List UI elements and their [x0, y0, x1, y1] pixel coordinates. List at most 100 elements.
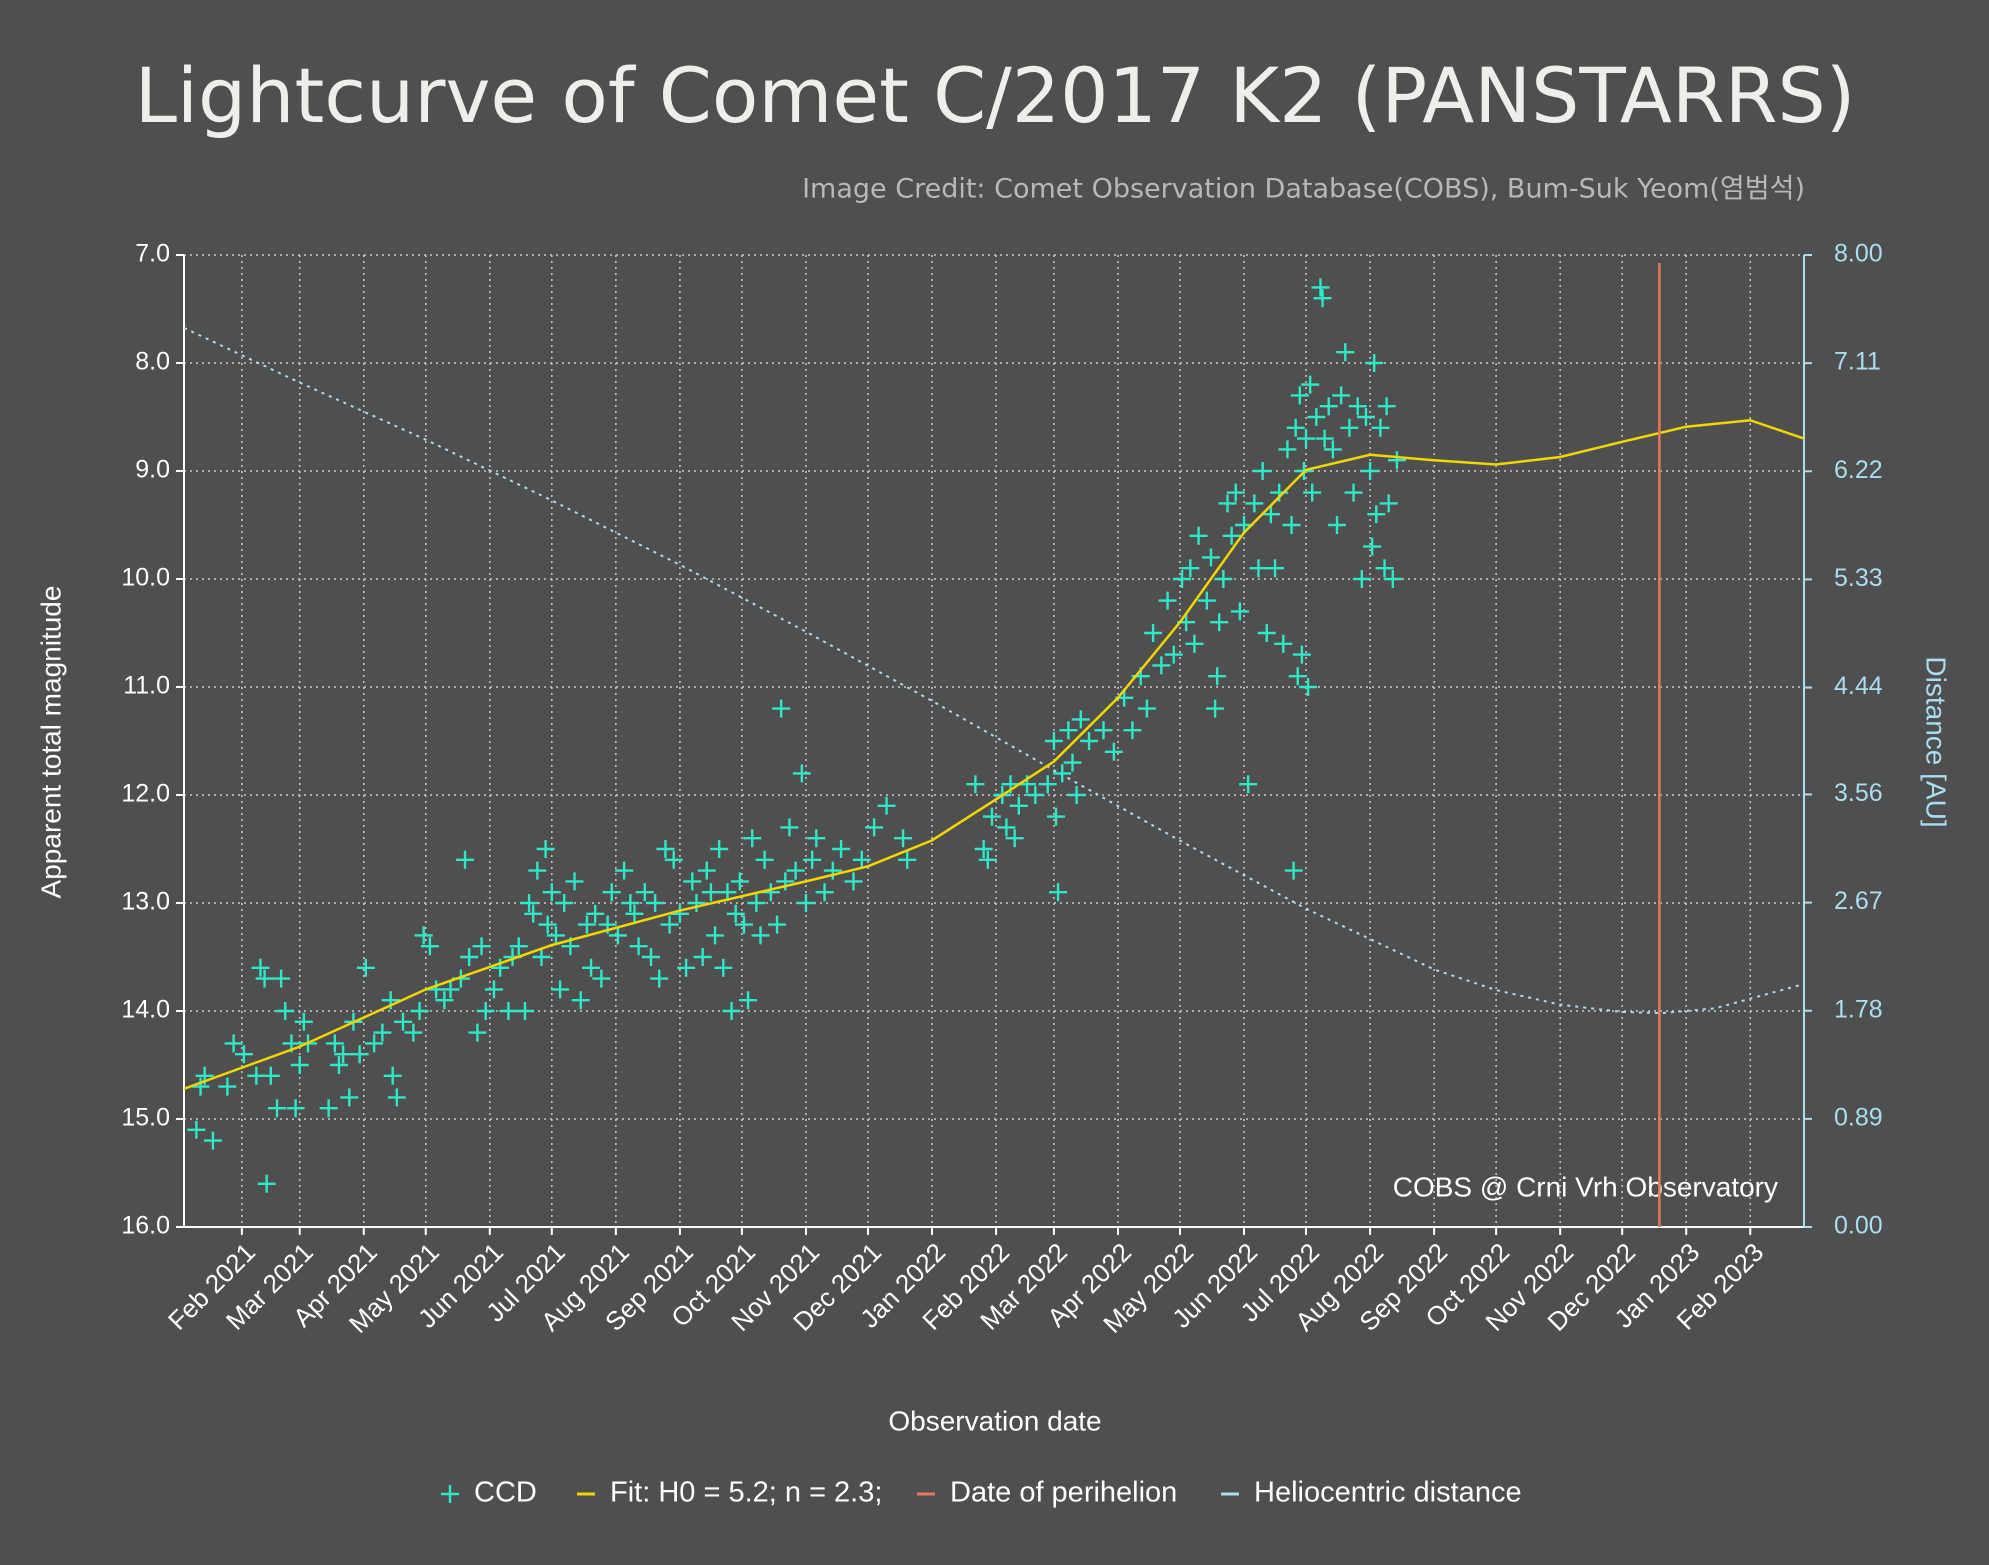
data-point	[1266, 559, 1285, 578]
data-point	[670, 904, 689, 923]
data-point	[807, 829, 826, 848]
data-point	[1181, 559, 1200, 578]
data-point	[325, 1034, 344, 1053]
data-point	[1288, 667, 1307, 686]
y-tick-label: 9.0	[135, 456, 170, 484]
data-point	[1328, 516, 1347, 534]
data-point	[1379, 494, 1398, 513]
y2-tick-label: 6.22	[1834, 456, 1883, 484]
data-point	[1313, 289, 1332, 308]
y2-tick-label: 2.67	[1834, 887, 1883, 915]
data-point	[772, 699, 791, 718]
data-point	[187, 1120, 206, 1139]
y2-tick-label: 4.44	[1834, 672, 1883, 700]
data-point	[1137, 699, 1156, 718]
data-point	[1059, 721, 1078, 740]
y-tick-label: 10.0	[121, 564, 170, 592]
data-point	[435, 991, 454, 1010]
data-point	[1303, 483, 1322, 502]
data-point	[792, 764, 811, 783]
data-point	[615, 861, 634, 880]
data-point	[1053, 764, 1072, 783]
data-point	[1094, 721, 1113, 740]
data-point	[1323, 440, 1342, 459]
data-point	[203, 1131, 222, 1150]
data-point	[1371, 418, 1390, 437]
data-point	[701, 883, 720, 902]
data-point	[267, 1099, 286, 1118]
data-point	[456, 850, 475, 869]
data-point	[257, 1174, 276, 1193]
data-point	[1297, 429, 1316, 448]
data-point	[542, 883, 561, 902]
legend-marker	[441, 1485, 459, 1503]
data-point	[734, 915, 753, 934]
y-tick-label: 7.0	[135, 240, 170, 268]
data-point	[1292, 645, 1311, 664]
data-point	[844, 872, 863, 891]
data-point	[1363, 537, 1382, 556]
data-point	[743, 829, 762, 848]
data-point	[1344, 483, 1363, 502]
data-point	[786, 861, 805, 880]
data-point	[650, 969, 669, 988]
data-point	[582, 958, 601, 977]
data-point	[664, 850, 683, 869]
data-point	[276, 1002, 295, 1020]
data-point	[656, 840, 675, 858]
y-tick-label: 8.0	[135, 348, 170, 376]
data-point	[1206, 699, 1225, 718]
data-point	[294, 1012, 313, 1031]
data-point	[383, 1066, 402, 1085]
data-point	[414, 926, 433, 945]
data-point	[1144, 624, 1163, 642]
data-point	[1189, 526, 1208, 545]
data-point	[340, 1088, 359, 1107]
data-point	[1201, 548, 1220, 567]
data-point	[1038, 775, 1057, 794]
data-point	[255, 969, 274, 988]
data-point	[1348, 397, 1367, 416]
data-point	[1067, 786, 1086, 804]
data-point	[286, 1099, 305, 1118]
data-point	[1315, 429, 1334, 448]
data-point	[1311, 278, 1330, 297]
y2-tick-label: 3.56	[1834, 779, 1883, 807]
data-point	[1152, 656, 1171, 675]
data-point	[1377, 397, 1396, 416]
data-point	[394, 1012, 413, 1031]
data-point	[1282, 516, 1301, 534]
data-point	[1222, 526, 1241, 545]
data-point	[373, 1023, 392, 1042]
data-point	[1026, 786, 1045, 804]
data-point	[978, 850, 997, 869]
data-point	[1286, 418, 1305, 437]
data-point	[697, 861, 716, 880]
data-point	[441, 980, 460, 999]
data-point	[677, 958, 696, 977]
data-point	[852, 850, 871, 869]
data-point	[1185, 634, 1204, 653]
data-point	[491, 958, 510, 977]
y2-axis-label: Distance [AU]	[1921, 656, 1952, 827]
data-point	[546, 926, 565, 945]
data-point	[982, 807, 1001, 826]
data-point	[1253, 462, 1272, 480]
x-axis-label: Observation date	[888, 1405, 1101, 1436]
data-point	[387, 1088, 406, 1107]
data-point	[629, 937, 648, 956]
data-point	[224, 1034, 243, 1053]
data-point	[551, 980, 570, 999]
data-point	[261, 1066, 280, 1085]
data-point	[1340, 418, 1359, 437]
data-point	[894, 829, 913, 848]
data-point	[365, 1034, 384, 1053]
data-point	[404, 1023, 423, 1042]
data-point	[1173, 570, 1192, 588]
data-point	[1158, 591, 1177, 610]
data-point	[1278, 440, 1297, 459]
data-point	[780, 818, 799, 837]
data-point	[528, 861, 547, 880]
